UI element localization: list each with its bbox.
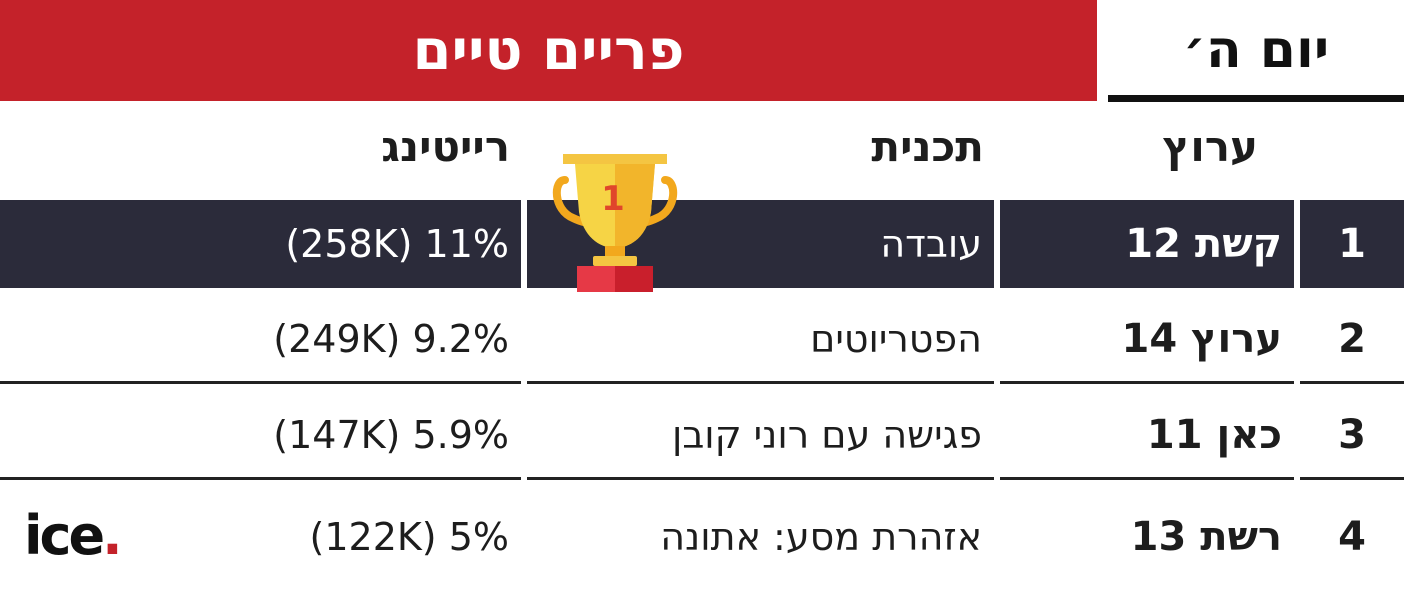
row-divider (1300, 381, 1404, 384)
trophy-number: 1 (601, 179, 625, 219)
header-channel: ערוץ (1162, 122, 1258, 171)
table-row-1-rating: (258K) 11% (0, 200, 521, 288)
table-row-2-rating: (249K) 9.2% (273, 317, 509, 361)
banner-title: פריים טיים (412, 18, 685, 83)
table-row-1-rank: 1 (1300, 200, 1404, 288)
table-row-3-program: פגישה עם רוני קובן (671, 413, 982, 457)
row-divider (0, 477, 521, 480)
header-program: תכנית (871, 122, 984, 171)
row-divider (1000, 381, 1294, 384)
table-row-4-program: אזהרת מסע: אתונה (660, 515, 982, 559)
header-rating: רייטינג (381, 122, 510, 171)
row-divider (1300, 477, 1404, 480)
row-divider (0, 381, 521, 384)
table-row-1-channel: קשת 12 (1000, 200, 1294, 288)
table-row-3-rating: (147K) 5.9% (273, 413, 509, 457)
title-banner: פריים טיים (0, 0, 1097, 101)
ice-logo: ice. (24, 504, 123, 567)
table-row-3-rank: 3 (1338, 412, 1366, 458)
row-divider (527, 477, 994, 480)
day-label: יום ה׳ (1108, 0, 1404, 100)
table-row-2-rank: 2 (1338, 316, 1366, 362)
table-row-4-channel: רשת 13 (1130, 514, 1282, 560)
table-row-2-program: הפטריוטים (810, 317, 982, 361)
row-divider (1000, 477, 1294, 480)
table-row-4-rank: 4 (1338, 514, 1366, 560)
trophy-icon: 1 (552, 154, 678, 292)
table-row-3-channel: כאן 11 (1146, 412, 1282, 458)
table-row-2-channel: ערוץ 14 (1121, 316, 1283, 362)
day-text: יום ה׳ (1182, 20, 1330, 80)
table-row-4-rating: (122K) 5% (309, 515, 509, 559)
row-divider (527, 381, 994, 384)
day-underline (1108, 95, 1404, 102)
